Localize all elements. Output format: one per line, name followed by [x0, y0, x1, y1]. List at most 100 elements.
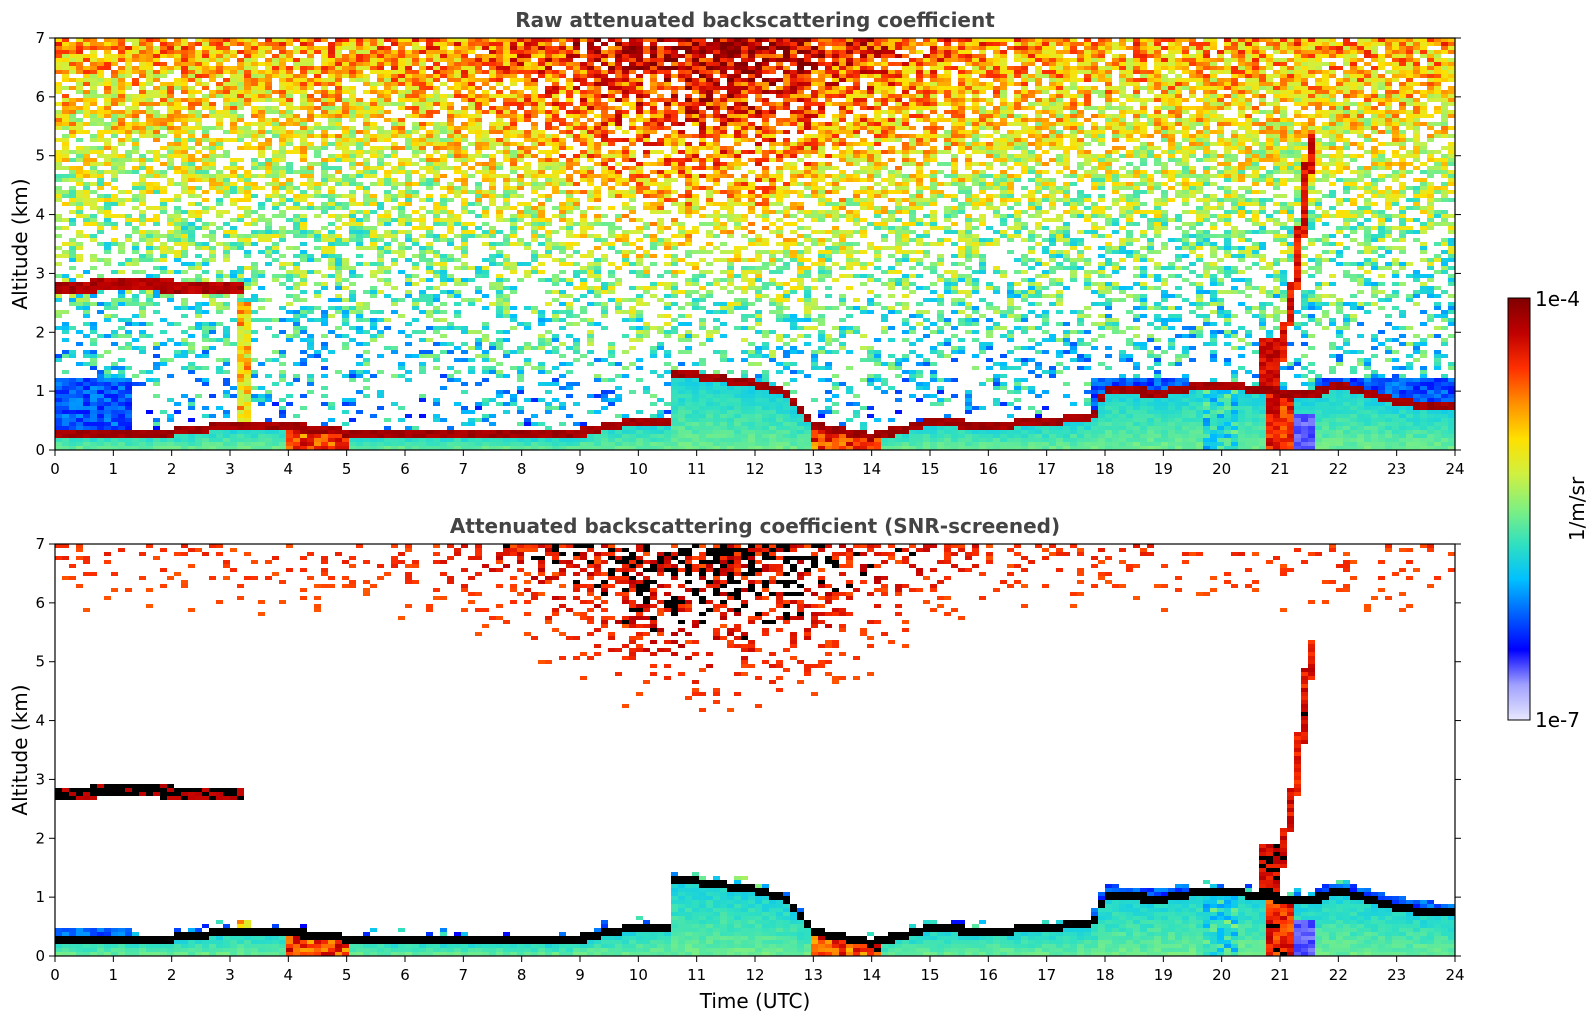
heatmap-cell	[104, 418, 111, 422]
heatmap-cell	[104, 182, 111, 186]
heatmap-cell	[258, 218, 265, 222]
heatmap-cell	[342, 174, 349, 178]
heatmap-cell	[202, 50, 209, 54]
heatmap-cell	[69, 58, 76, 62]
heatmap-cell	[244, 322, 251, 326]
heatmap-cell	[377, 238, 384, 242]
heatmap-cell	[307, 50, 314, 54]
heatmap-cell	[594, 206, 601, 210]
heatmap-cell	[237, 246, 244, 250]
heatmap-cell	[62, 94, 69, 98]
heatmap-cell	[195, 442, 202, 446]
heatmap-cell	[209, 422, 216, 426]
heatmap-cell	[622, 130, 629, 134]
heatmap-cell	[580, 54, 587, 58]
heatmap-cell	[454, 314, 461, 318]
heatmap-cell	[587, 178, 594, 182]
heatmap-cell	[265, 390, 272, 394]
heatmap-cell	[307, 130, 314, 134]
heatmap-cell	[314, 146, 321, 150]
heatmap-cell	[377, 250, 384, 254]
heatmap-cell	[454, 278, 461, 282]
heatmap-cell	[202, 226, 209, 230]
heatmap-cell	[104, 198, 111, 202]
heatmap-cell	[83, 418, 90, 422]
heatmap-cell	[342, 278, 349, 282]
heatmap-cell	[545, 198, 552, 202]
heatmap-cell	[69, 418, 76, 422]
heatmap-cell	[209, 46, 216, 50]
heatmap-cell	[377, 406, 384, 410]
heatmap-cell	[223, 194, 230, 198]
heatmap-cell	[489, 230, 496, 234]
heatmap-cell	[181, 178, 188, 182]
heatmap-cell	[188, 210, 195, 214]
heatmap-cell	[615, 278, 622, 282]
heatmap-cell	[328, 406, 335, 410]
heatmap-cell	[426, 258, 433, 262]
heatmap-cell	[587, 410, 594, 414]
heatmap-cell	[601, 214, 608, 218]
heatmap-cell	[216, 38, 223, 42]
heatmap-cell	[482, 82, 489, 86]
heatmap-cell	[412, 170, 419, 174]
heatmap-cell	[314, 162, 321, 166]
heatmap-cell	[321, 174, 328, 178]
heatmap-cell	[83, 170, 90, 174]
heatmap-cell	[160, 278, 167, 282]
heatmap-cell	[531, 138, 538, 142]
heatmap-cell	[83, 66, 90, 70]
heatmap-cell	[97, 46, 104, 50]
heatmap-cell	[552, 146, 559, 150]
heatmap-cell	[440, 98, 447, 102]
heatmap-cell	[412, 102, 419, 106]
heatmap-cell	[349, 54, 356, 58]
heatmap-cell	[160, 74, 167, 78]
heatmap-cell	[118, 166, 125, 170]
heatmap-cell	[531, 218, 538, 222]
heatmap-cell	[342, 310, 349, 314]
heatmap-cell	[258, 122, 265, 126]
heatmap-cell	[209, 90, 216, 94]
heatmap-cell	[216, 358, 223, 362]
heatmap-cell	[349, 174, 356, 178]
heatmap-cell	[209, 394, 216, 398]
heatmap-cell	[328, 122, 335, 126]
heatmap-cell	[69, 98, 76, 102]
heatmap-cell	[300, 306, 307, 310]
heatmap-cell	[62, 430, 69, 434]
heatmap-cell	[83, 202, 90, 206]
heatmap-cell	[475, 150, 482, 154]
heatmap-cell	[69, 354, 76, 358]
heatmap-cell	[412, 330, 419, 334]
heatmap-cell	[496, 278, 503, 282]
heatmap-cell	[615, 394, 622, 398]
heatmap-cell	[90, 254, 97, 258]
heatmap-cell	[69, 242, 76, 246]
heatmap-cell	[517, 182, 524, 186]
heatmap-cell	[272, 214, 279, 218]
heatmap-cell	[566, 234, 573, 238]
heatmap-cell	[83, 390, 90, 394]
heatmap-cell	[153, 78, 160, 82]
heatmap-cell	[90, 290, 97, 294]
heatmap-cell	[440, 154, 447, 158]
heatmap-cell	[244, 266, 251, 270]
heatmap-cell	[125, 442, 132, 446]
heatmap-cell	[405, 198, 412, 202]
heatmap-cell	[440, 350, 447, 354]
heatmap-cell	[545, 138, 552, 142]
heatmap-cell	[118, 202, 125, 206]
heatmap-cell	[496, 62, 503, 66]
heatmap-cell	[258, 42, 265, 46]
heatmap-cell	[153, 114, 160, 118]
heatmap-cell	[426, 234, 433, 238]
heatmap-cell	[454, 70, 461, 74]
heatmap-cell	[90, 110, 97, 114]
heatmap-cell	[251, 66, 258, 70]
heatmap-cell	[615, 90, 622, 94]
heatmap-cell	[587, 98, 594, 102]
heatmap-cell	[251, 194, 258, 198]
heatmap-cell	[237, 278, 244, 282]
heatmap-cell	[293, 90, 300, 94]
